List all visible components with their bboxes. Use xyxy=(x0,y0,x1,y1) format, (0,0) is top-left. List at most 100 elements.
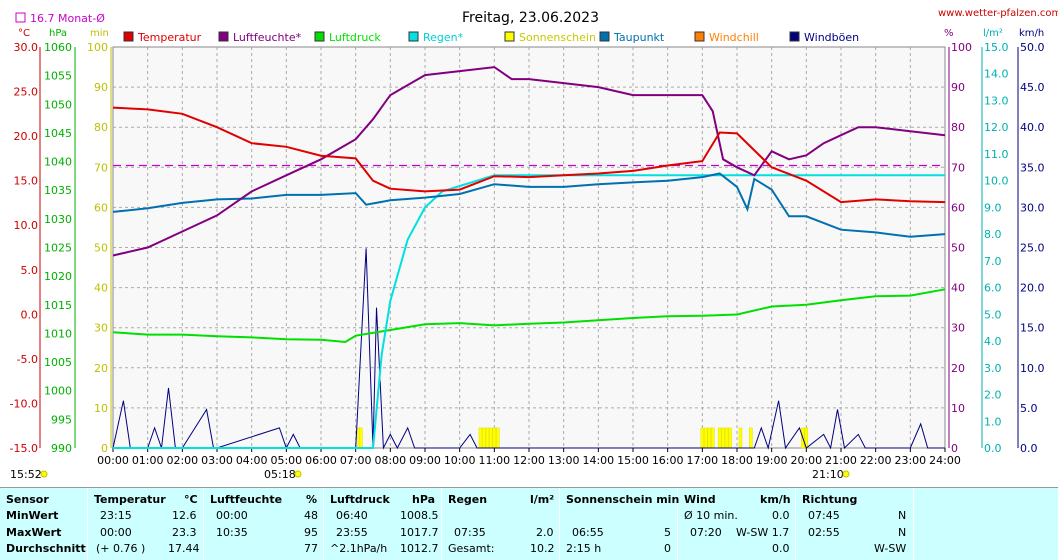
min-hum-value: 48 xyxy=(304,509,318,522)
x-tick-label: 22:00 xyxy=(860,454,892,467)
hpa-tick-label: 1030 xyxy=(44,213,72,226)
unit-hpa: hPa xyxy=(49,28,67,39)
stats-col-wind: Wind km/h Ø 10 min. 0.0 07:20 W-SW 1.7 0… xyxy=(678,488,796,560)
x-tick-label: 12:00 xyxy=(513,454,545,467)
series-luftfeuchte xyxy=(112,66,946,257)
series-regen xyxy=(113,174,945,449)
max-temp-time: 00:00 xyxy=(100,526,132,539)
lm2-tick-label: 8.0 xyxy=(984,228,1002,241)
temp-tick-label: -10.0 xyxy=(10,397,38,410)
x-tick-label: 18:00 xyxy=(721,454,753,467)
kmh-tick-label: 0.0 xyxy=(1020,442,1038,455)
lm2-tick-label: 6.0 xyxy=(984,282,1002,295)
hdr-wind-unit: km/h xyxy=(760,493,791,506)
max-wind-value: W-SW 1.7 xyxy=(736,526,790,539)
avg-press-value: 1012.7 xyxy=(400,542,439,555)
max-press-time: 23:55 xyxy=(336,526,368,539)
avg-temp-trend: (+ 0.76 ) xyxy=(96,542,146,555)
hpa-tick-label: 1005 xyxy=(44,356,72,369)
percent-tick-label: 100 xyxy=(951,41,972,54)
x-tick-label: 05:00 xyxy=(270,454,302,467)
series-luftdruck xyxy=(112,288,946,344)
x-tick-label: 19:00 xyxy=(756,454,788,467)
temp-tick-label: 10.0 xyxy=(14,219,39,232)
hpa-tick-label: 1000 xyxy=(44,385,72,398)
sunshine-bar xyxy=(482,427,486,449)
site-link[interactable]: www.wetter-pfalzen.com xyxy=(938,8,1058,19)
chart-title: Freitag, 23.06.2023 xyxy=(462,10,599,26)
x-tick-label: 09:00 xyxy=(409,454,441,467)
min-tick-label: 70 xyxy=(94,161,108,174)
total-sun-value: 0 xyxy=(664,542,671,555)
sunshine-bar xyxy=(359,427,363,449)
hpa-tick-label: 1050 xyxy=(44,98,72,111)
row-max-label: MaxWert xyxy=(6,526,62,539)
percent-tick-label: 80 xyxy=(951,121,965,134)
unit-min: min xyxy=(90,28,109,39)
lm2-tick-label: 3.0 xyxy=(984,362,1002,375)
hpa-tick-label: 1035 xyxy=(44,184,72,197)
sunshine-bar xyxy=(749,427,753,449)
temp-tick-label: 5.0 xyxy=(21,264,39,277)
avg-dir-value: W-SW xyxy=(874,542,907,555)
max-rain-value: 2.0 xyxy=(536,526,554,539)
min-temp-time: 23:15 xyxy=(100,509,132,522)
x-tick-label: 13:00 xyxy=(548,454,580,467)
unit-lm2: l/m² xyxy=(983,28,1003,39)
sunrise-icon xyxy=(294,470,302,478)
hdr-sensor: Sensor xyxy=(6,493,49,506)
sunshine-bar xyxy=(485,427,490,449)
lm2-tick-label: 13.0 xyxy=(984,94,1009,107)
kmh-tick-label: 25.0 xyxy=(1020,242,1045,255)
unit-kmh: km/h xyxy=(1019,28,1044,39)
x-tick-label: 23:00 xyxy=(894,454,926,467)
x-tick-label: 20:00 xyxy=(790,454,822,467)
unit-celsius: °C xyxy=(18,28,30,39)
x-tick-label: 11:00 xyxy=(478,454,510,467)
hpa-tick-label: 1060 xyxy=(44,41,72,54)
series xyxy=(112,66,946,450)
temp-tick-label: 25.0 xyxy=(14,86,39,99)
legend-label: Temperatur xyxy=(137,31,202,44)
hpa-tick-label: 1055 xyxy=(44,70,72,83)
percent-tick-label: 90 xyxy=(951,81,965,94)
total-rain-label: Gesamt: xyxy=(448,542,495,555)
sunset-label: 21:10 xyxy=(812,468,844,481)
stats-col-hum: Luftfeuchte % 00:00 48 10:35 95 77 xyxy=(204,488,324,560)
hdr-temp: Temperatur xyxy=(94,493,166,506)
sunshine-bar xyxy=(724,427,729,449)
min-tick-label: 50 xyxy=(94,242,108,255)
monthly-avg-icon xyxy=(15,12,26,23)
x-tick-label: 07:00 xyxy=(340,454,372,467)
min-wind-value: 0.0 xyxy=(772,509,790,522)
max-press-value: 1017.7 xyxy=(400,526,439,539)
kmh-tick-label: 15.0 xyxy=(1020,322,1045,335)
x-tick-label: 10:00 xyxy=(444,454,476,467)
max-dir-value: N xyxy=(898,526,907,539)
sunshine-bar xyxy=(717,427,722,449)
x-tick-label: 04:00 xyxy=(236,454,268,467)
stats-col-rain: Regen l/m² 07:35 2.0 Gesamt: 10.2 xyxy=(442,488,560,560)
max-hum-value: 95 xyxy=(304,526,318,539)
lm2-tick-label: 2.0 xyxy=(984,389,1002,402)
percent-tick-label: 60 xyxy=(951,201,965,214)
row-min-label: MinWert xyxy=(6,509,59,522)
kmh-tick-label: 45.0 xyxy=(1020,81,1045,94)
x-tick-label: 14:00 xyxy=(582,454,614,467)
min-tick-label: 20 xyxy=(94,362,108,375)
lm2-tick-label: 5.0 xyxy=(984,308,1002,321)
legend-label: Luftdruck xyxy=(329,31,381,44)
lm2-tick-label: 15.0 xyxy=(984,41,1009,54)
min-tick-label: 10 xyxy=(94,402,108,415)
lm2-tick-label: 12.0 xyxy=(984,121,1009,134)
legend-swatch xyxy=(504,31,515,42)
series-temperatur xyxy=(112,106,946,204)
min-tick-label: 0 xyxy=(101,442,108,455)
legend-swatch xyxy=(599,31,610,42)
kmh-tick-label: 20.0 xyxy=(1020,282,1045,295)
hdr-temp-unit: °C xyxy=(184,493,198,506)
percent-tick-label: 20 xyxy=(951,362,965,375)
kmh-tick-label: 35.0 xyxy=(1020,161,1045,174)
min-tick-label: 90 xyxy=(94,81,108,94)
stats-table: Sensor MinWert MaxWert Durchschnitt Temp… xyxy=(0,487,1058,560)
